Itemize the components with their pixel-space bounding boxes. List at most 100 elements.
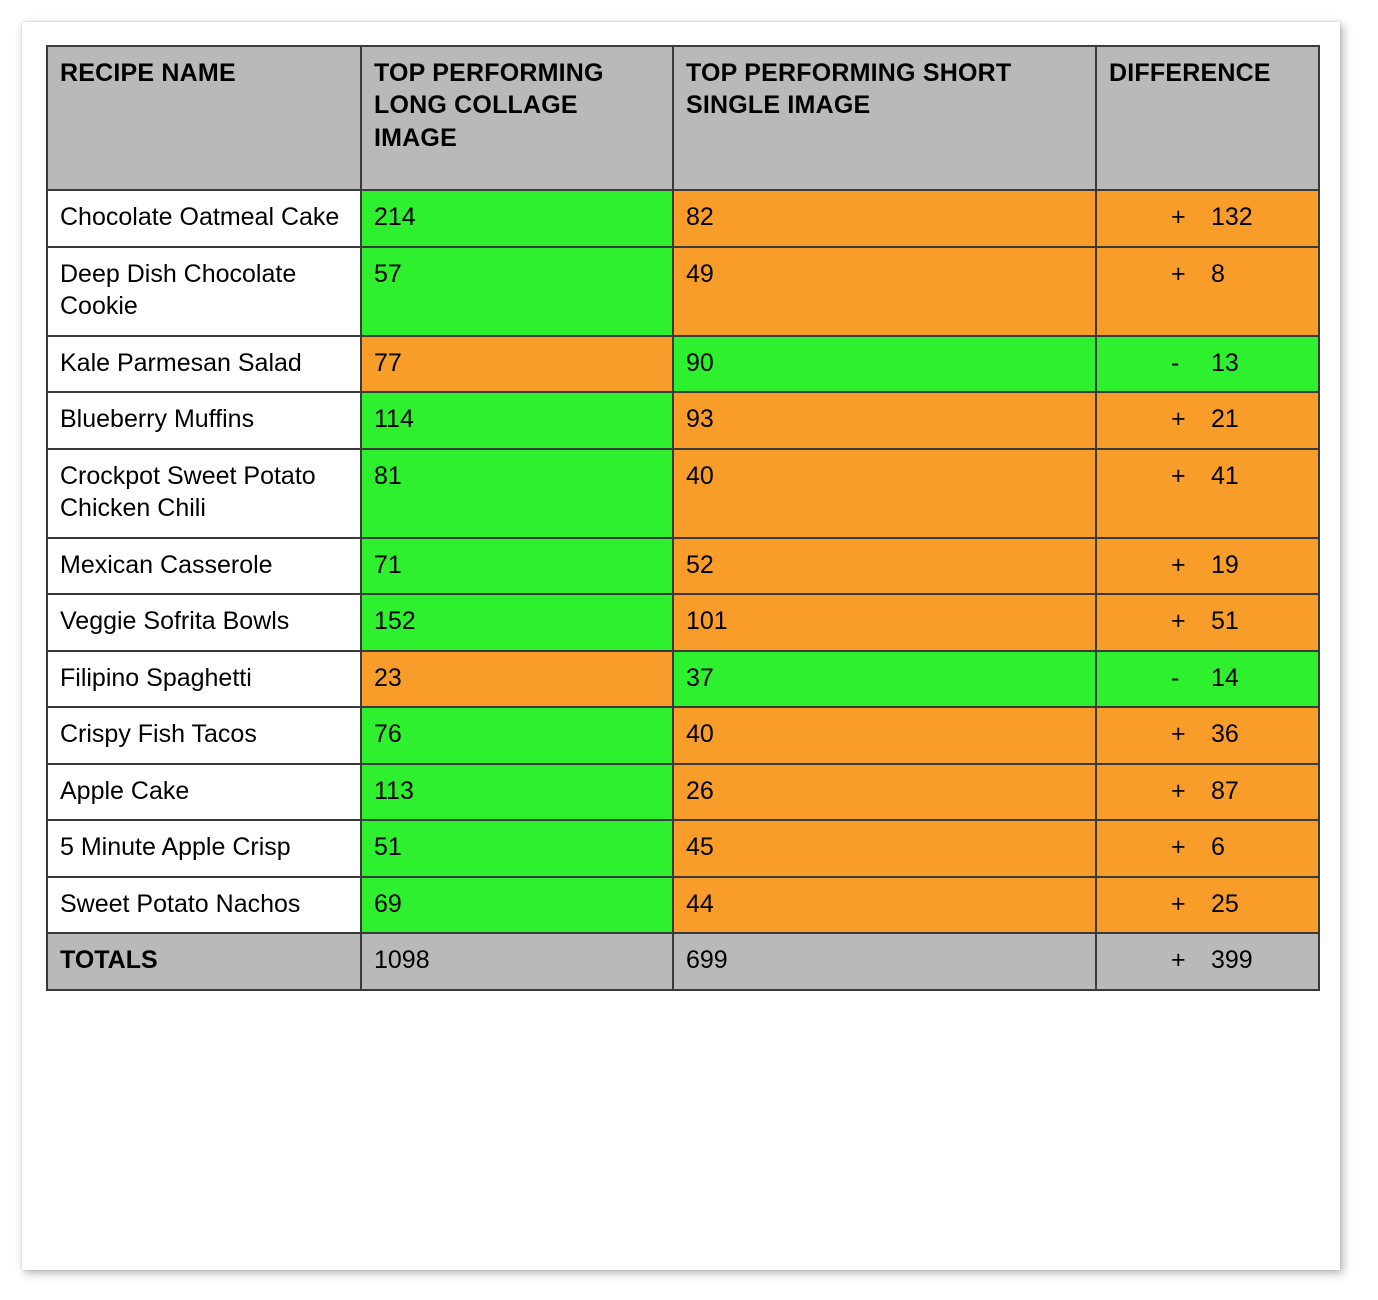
- short-single-value-cell: 37: [672, 649, 1097, 708]
- table-footer: TOTALS 1098 699 +399: [46, 932, 1320, 991]
- difference-cell: - 13: [1095, 334, 1320, 393]
- difference-cell: +36: [1095, 706, 1320, 765]
- short-single-value-cell: 49: [672, 245, 1097, 337]
- recipe-name-cell: Mexican Casserole: [46, 536, 362, 595]
- recipe-name-cell: Apple Cake: [46, 762, 362, 821]
- short-single-value-cell: 93: [672, 391, 1097, 450]
- long-collage-value-cell: 76: [360, 706, 674, 765]
- table-row: Crispy Fish Tacos 76 40 +36: [46, 706, 1320, 765]
- difference-amount: 36: [1211, 720, 1239, 748]
- long-collage-value-cell: 214: [360, 189, 674, 248]
- long-collage-value-cell: 81: [360, 447, 674, 539]
- difference-sign: +: [1171, 259, 1186, 288]
- short-single-value-cell: 101: [672, 593, 1097, 652]
- recipe-name-cell: Chocolate Oatmeal Cake: [46, 189, 362, 248]
- table-row: Blueberry Muffins 114 93 +21: [46, 391, 1320, 450]
- recipe-performance-table: RECIPE NAME TOP PERFORMING LONG COLLAGE …: [46, 45, 1320, 991]
- long-collage-value-cell: 71: [360, 536, 674, 595]
- difference-amount: 132: [1211, 203, 1253, 231]
- short-single-value-cell: 52: [672, 536, 1097, 595]
- totals-short-single-value: 699: [672, 932, 1097, 991]
- column-header-difference: DIFFERENCE: [1095, 45, 1320, 191]
- difference-amount: 19: [1211, 550, 1239, 579]
- difference-sign: +: [1171, 833, 1186, 861]
- difference-amount: 14: [1211, 663, 1239, 692]
- difference-amount: 87: [1211, 776, 1239, 805]
- recipe-name-cell: Deep Dish Chocolate Cookie: [46, 245, 362, 337]
- difference-cell: +51: [1095, 593, 1320, 652]
- short-single-value-cell: 45: [672, 819, 1097, 878]
- table-row: Apple Cake 113 26 +87: [46, 762, 1320, 821]
- table-body: Chocolate Oatmeal Cake 214 82 +132 Deep Dish…: [46, 189, 1320, 934]
- short-single-value-cell: 82: [672, 189, 1097, 248]
- table-row: Kale Parmesan Salad 77 90 - 13: [46, 334, 1320, 393]
- totals-difference-cell: +399: [1095, 932, 1320, 991]
- recipe-name-cell: Crispy Fish Tacos: [46, 706, 362, 765]
- long-collage-value-cell: 77: [360, 334, 674, 393]
- table-row: Chocolate Oatmeal Cake 214 82 +132: [46, 189, 1320, 248]
- difference-amount: 8: [1211, 259, 1225, 288]
- table-row: Crockpot Sweet Potato Chicken Chili 81 40 +…: [46, 447, 1320, 539]
- table-header: RECIPE NAME TOP PERFORMING LONG COLLAGE …: [46, 45, 1320, 191]
- paper-sheet: RECIPE NAME TOP PERFORMING LONG COLLAGE …: [22, 22, 1340, 1270]
- difference-cell: +132: [1095, 189, 1320, 248]
- table-row: Deep Dish Chocolate Cookie 57 49 +8: [46, 245, 1320, 337]
- difference-cell: +19: [1095, 536, 1320, 595]
- recipe-name-cell: Filipino Spaghetti: [46, 649, 362, 708]
- totals-row: TOTALS 1098 699 +399: [46, 932, 1320, 991]
- long-collage-value-cell: 113: [360, 762, 674, 821]
- difference-amount: 21: [1211, 405, 1239, 433]
- difference-amount: 6: [1211, 833, 1225, 861]
- totals-long-collage-value: 1098: [360, 932, 674, 991]
- short-single-value-cell: 90: [672, 334, 1097, 393]
- short-single-value-cell: 26: [672, 762, 1097, 821]
- header-row: RECIPE NAME TOP PERFORMING LONG COLLAGE …: [46, 45, 1320, 191]
- long-collage-value-cell: 23: [360, 649, 674, 708]
- column-header-short-single-image: TOP PERFORMING SHORT SINGLE IMAGE: [672, 45, 1097, 191]
- short-single-value-cell: 40: [672, 706, 1097, 765]
- short-single-value-cell: 40: [672, 447, 1097, 539]
- recipe-name-cell: Veggie Sofrita Bowls: [46, 593, 362, 652]
- totals-difference-sign: +: [1171, 946, 1186, 974]
- difference-sign: +: [1171, 461, 1186, 490]
- difference-sign: +: [1171, 776, 1186, 805]
- difference-cell: +6: [1095, 819, 1320, 878]
- short-single-value-cell: 44: [672, 875, 1097, 934]
- long-collage-value-cell: 51: [360, 819, 674, 878]
- performance-table-container: RECIPE NAME TOP PERFORMING LONG COLLAGE …: [46, 45, 1320, 991]
- difference-amount: 13: [1211, 348, 1239, 377]
- recipe-name-cell: Sweet Potato Nachos: [46, 875, 362, 934]
- recipe-name-cell: Blueberry Muffins: [46, 391, 362, 450]
- column-header-recipe-name: RECIPE NAME: [46, 45, 362, 191]
- difference-amount: 25: [1211, 889, 1239, 918]
- difference-cell: - 14: [1095, 649, 1320, 708]
- table-row: Mexican Casserole 71 52 +19: [46, 536, 1320, 595]
- difference-cell: +8: [1095, 245, 1320, 337]
- difference-cell: +25: [1095, 875, 1320, 934]
- difference-amount: 41: [1211, 461, 1239, 490]
- recipe-name-cell: Kale Parmesan Salad: [46, 334, 362, 393]
- difference-sign: +: [1171, 607, 1186, 635]
- recipe-name-cell: Crockpot Sweet Potato Chicken Chili: [46, 447, 362, 539]
- difference-sign: +: [1171, 550, 1186, 579]
- difference-cell: +41: [1095, 447, 1320, 539]
- difference-sign: -: [1171, 663, 1180, 692]
- totals-label: TOTALS: [46, 932, 362, 991]
- difference-sign: -: [1171, 348, 1180, 377]
- long-collage-value-cell: 152: [360, 593, 674, 652]
- table-row: Veggie Sofrita Bowls 152 101 +51: [46, 593, 1320, 652]
- totals-difference-amount: 399: [1211, 946, 1253, 974]
- difference-sign: +: [1171, 203, 1186, 231]
- table-row: Filipino Spaghetti 23 37 - 14: [46, 649, 1320, 708]
- difference-cell: +21: [1095, 391, 1320, 450]
- recipe-name-cell: 5 Minute Apple Crisp: [46, 819, 362, 878]
- table-row: Sweet Potato Nachos 69 44 +25: [46, 875, 1320, 934]
- difference-cell: +87: [1095, 762, 1320, 821]
- difference-sign: +: [1171, 405, 1186, 433]
- difference-sign: +: [1171, 889, 1186, 918]
- long-collage-value-cell: 114: [360, 391, 674, 450]
- difference-sign: +: [1171, 720, 1186, 748]
- long-collage-value-cell: 57: [360, 245, 674, 337]
- column-header-long-collage-image: TOP PERFORMING LONG COLLAGE IMAGE: [360, 45, 674, 191]
- difference-amount: 51: [1211, 607, 1239, 635]
